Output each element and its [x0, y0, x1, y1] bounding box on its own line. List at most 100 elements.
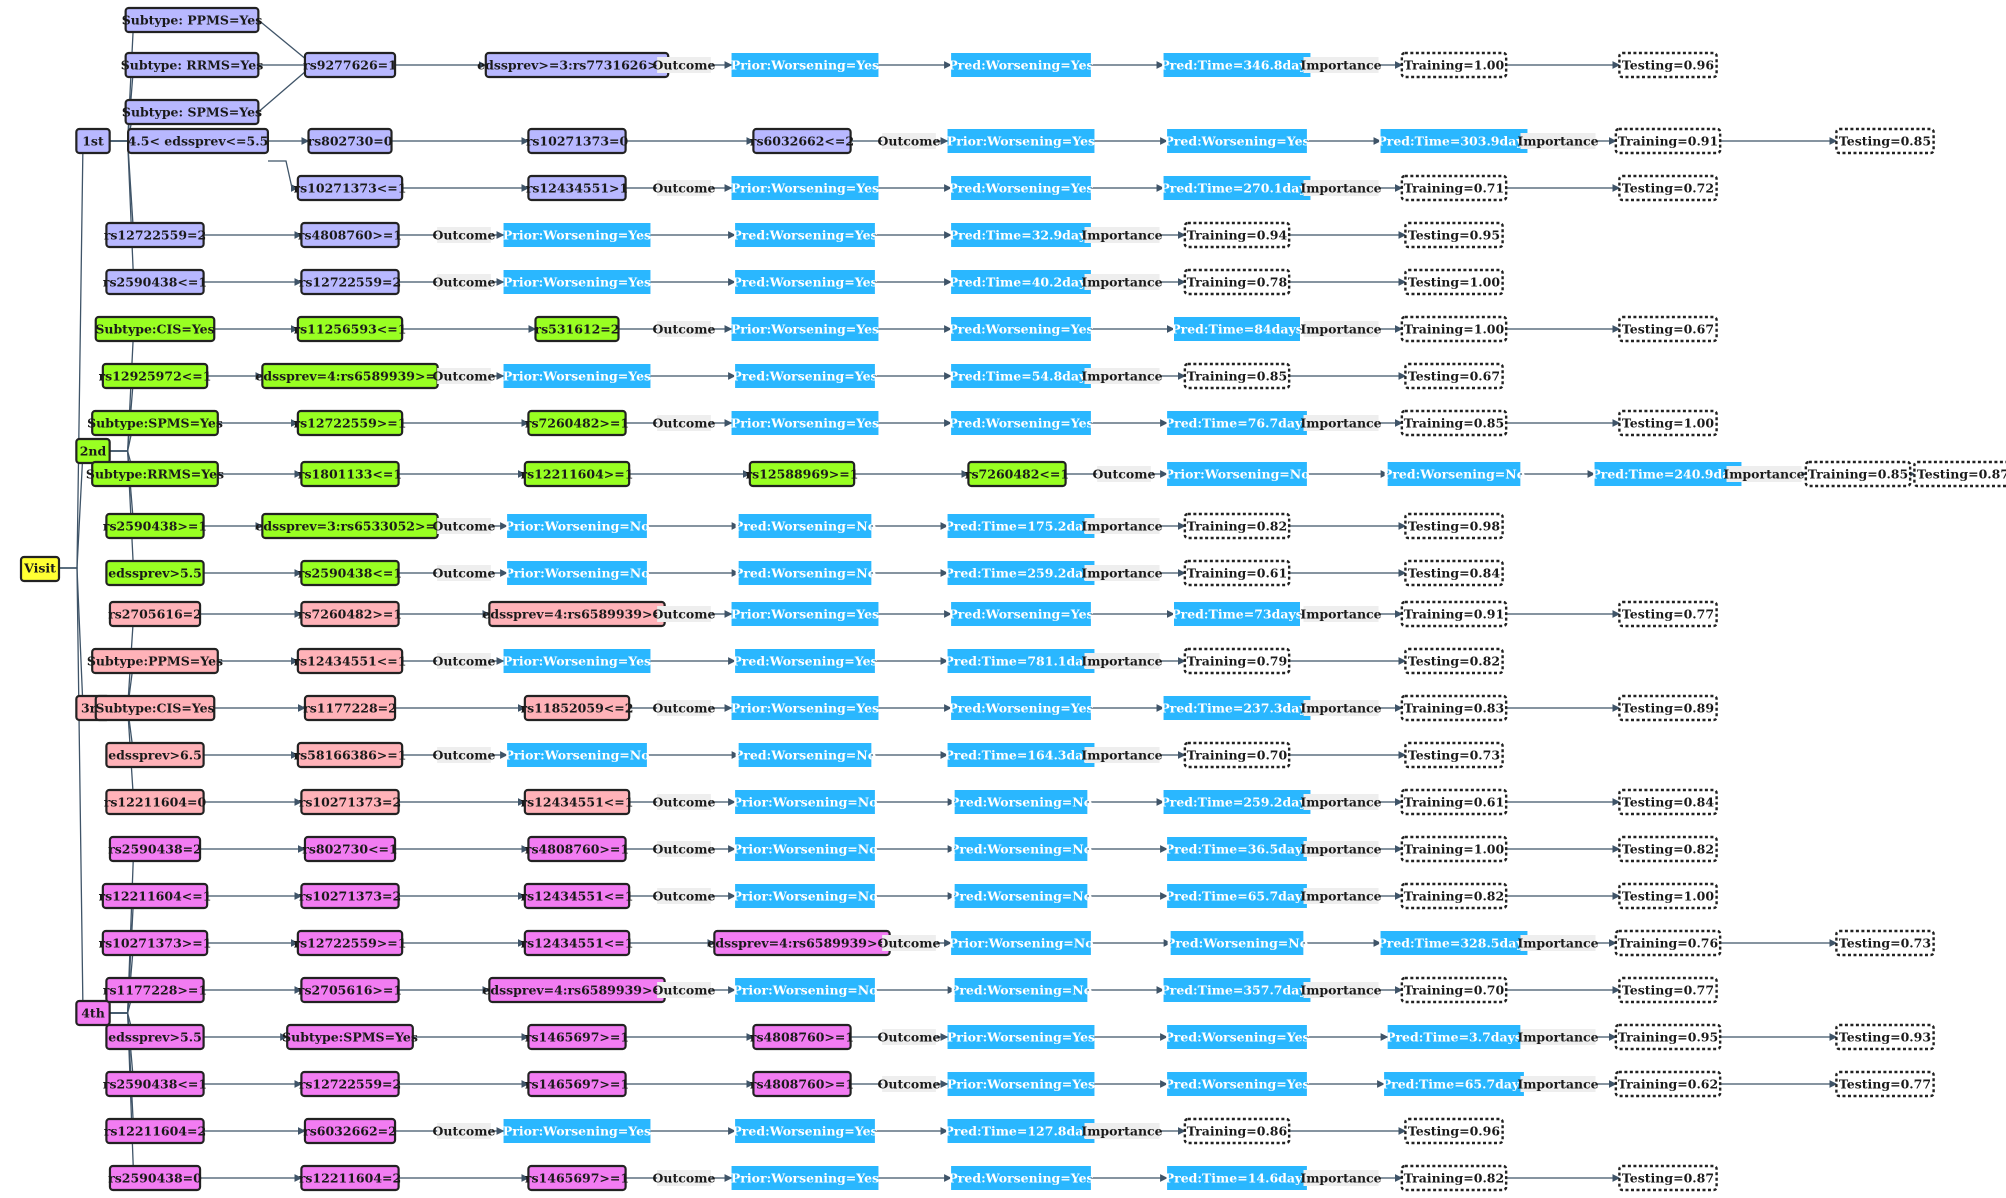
training-score-node-label: Training=0.61 — [1404, 795, 1504, 810]
testing-score-node: Testing=0.67 — [1618, 315, 1718, 343]
importance-label: Importance — [1300, 982, 1382, 998]
rule-node-label: rs531612=2 — [535, 322, 620, 337]
prior-worsening-node: Prior:Worsening=Yes — [731, 317, 879, 341]
importance-label: Importance — [1517, 1076, 1599, 1092]
rule-node: rs2705616>=1 — [298, 976, 402, 1004]
prior-worsening-node-label: Prior:Worsening=No — [732, 795, 877, 810]
rule-node: rs12211604>=1 — [521, 460, 633, 488]
outcome-label-label: Outcome — [433, 566, 496, 581]
pred-worsening-node-label: Pred:Worsening=Yes — [1164, 1030, 1309, 1045]
rule-node-label: rs10271373=0 — [526, 134, 629, 149]
rule-node-label: rs12588969>=1 — [746, 467, 859, 482]
training-score-node-label: Training=0.85 — [1404, 416, 1504, 431]
testing-score-node: Testing=1.00 — [1404, 268, 1504, 296]
training-score-node-label: Training=1.00 — [1404, 322, 1505, 337]
prior-worsening-node: Prior:Worsening=No — [732, 837, 878, 861]
rule-node-label: edssprev=3:rs6533052>=1 — [255, 519, 444, 534]
outcome-label-label: Outcome — [653, 607, 716, 622]
rule-node: rs12722559=2 — [104, 221, 206, 249]
outcome-label: Outcome — [878, 133, 940, 149]
testing-score-node: Testing=1.00 — [1618, 409, 1718, 437]
rule-node-label: rs10271373=2 — [299, 889, 401, 904]
testing-score-node-label: Testing=1.00 — [1622, 416, 1714, 431]
rule-node: rs12588969>=1 — [746, 460, 859, 488]
training-score-node-label: Training=0.82 — [1187, 519, 1287, 534]
pred-worsening-node: Pred:Worsening=Yes — [732, 649, 878, 673]
training-score-node-label: Training=0.70 — [1187, 748, 1288, 763]
rule-node: rs4808760>=1 — [525, 835, 629, 863]
testing-score-node-label: Testing=0.95 — [1408, 228, 1500, 243]
subtype-node-2-label: Subtype: SPMS=Yes — [122, 105, 262, 120]
rule-node: rs2590438=0 — [108, 1164, 202, 1192]
rule-node: rs10271373=2 — [299, 788, 401, 816]
testing-score-node-label: Testing=0.87 — [1917, 467, 2006, 482]
testing-score-node: Testing=0.72 — [1618, 174, 1718, 202]
outcome-label: Outcome — [653, 841, 715, 857]
rule-node: edssprev=4:rs6589939>=1 — [255, 362, 445, 390]
pred-time-node-label: Pred:Time=65.7days — [1165, 889, 1310, 904]
rule-node: rs12211604=2 — [299, 1164, 401, 1192]
rule-node: rs10271373=0 — [526, 127, 629, 155]
prior-worsening-node-label: Prior:Worsening=No — [504, 748, 649, 763]
subtype-node-1-label: Subtype: RRMS=Yes — [121, 58, 264, 73]
rule-node: rs2590438<=1 — [103, 1070, 207, 1098]
rule-node: rs12434551<=1 — [521, 788, 633, 816]
rule-node-label: Subtype:SPMS=Yes — [282, 1030, 418, 1045]
outcome-label: Outcome — [878, 1029, 940, 1045]
pred-time-node-label: Pred:Time=357.7days — [1160, 983, 1313, 998]
prior-worsening-node: Prior:Worsening=No — [948, 931, 1094, 955]
pred-worsening-node-label: Pred:Worsening=Yes — [948, 416, 1093, 431]
testing-score-node-label: Testing=0.72 — [1622, 181, 1714, 196]
prior-worsening-node: Prior:Worsening=Yes — [731, 696, 879, 720]
pred-time-node-label: Pred:Time=237.3days — [1160, 701, 1313, 716]
rule-node-label: edssprev>5.5 — [108, 1030, 202, 1045]
subtype-node-0: Subtype: PPMS=Yes — [122, 6, 262, 34]
rule-node-label: rs2590438<=1 — [298, 566, 402, 581]
rule-node: rs12211604=0 — [104, 788, 206, 816]
rule-node: edssprev=3:rs6533052>=1 — [255, 512, 445, 540]
outcome-label: Outcome — [653, 888, 715, 904]
prior-worsening-node: Prior:Worsening=No — [732, 790, 878, 814]
prior-worsening-node-label: Prior:Worsening=No — [504, 519, 649, 534]
testing-score-node: Testing=0.77 — [1618, 976, 1718, 1004]
training-score-node: Training=0.61 — [1183, 559, 1291, 587]
outcome-label-label: Outcome — [1093, 467, 1156, 482]
importance-label-label: Importance — [1517, 936, 1598, 951]
rule-node-label: rs10271373<=1 — [294, 181, 407, 196]
outcome-label: Outcome — [433, 227, 495, 243]
training-score-node-label: Training=0.79 — [1187, 654, 1287, 669]
outcome-label: Outcome — [878, 935, 940, 951]
rule-node-label: edssprev>=3:rs7731626>=1 — [477, 58, 677, 73]
rule-node-label: 4.5< edssprev<=5.5 — [128, 134, 269, 149]
rule-node-label: rs802730=0 — [308, 134, 393, 149]
testing-score-node-label: Testing=0.96 — [1408, 1124, 1500, 1139]
rule-node: rs6032662<=2 — [750, 127, 854, 155]
outcome-label: Outcome — [653, 57, 715, 73]
prior-worsening-node-label: Prior:Worsening=No — [732, 983, 877, 998]
pred-time-node: Pred:Time=54.8days — [949, 364, 1093, 388]
training-score-node: Training=0.94 — [1183, 221, 1291, 249]
training-score-node-label: Training=0.70 — [1404, 983, 1505, 998]
prior-worsening-node: Prior:Worsening=Yes — [503, 1119, 651, 1143]
rule-node-label: rs7260482>=1 — [298, 607, 402, 622]
prior-worsening-node: Prior:Worsening=Yes — [731, 176, 879, 200]
pred-worsening-node: Pred:Worsening=No — [950, 884, 1092, 908]
rule-node-label: rs4808760>=1 — [298, 228, 402, 243]
rule-node: rs2590438=2 — [108, 835, 202, 863]
rule-node-label: edssprev=4:rs6589939>=1 — [482, 607, 671, 622]
pred-time-node: Pred:Time=781.1days — [944, 649, 1098, 673]
importance-label: Importance — [1517, 935, 1599, 951]
pred-time-node: Pred:Time=357.7days — [1160, 978, 1314, 1002]
importance-label-label: Importance — [1081, 566, 1162, 581]
rule-node: rs2590438<=1 — [103, 268, 207, 296]
importance-label-label: Importance — [1300, 322, 1381, 337]
pred-time-node: Pred:Time=240.9days — [1591, 462, 1745, 486]
training-score-node-label: Training=0.82 — [1404, 1171, 1504, 1186]
pred-worsening-node: Pred:Worsening=Yes — [948, 317, 1094, 341]
rule-node-label: Subtype:SPMS=Yes — [87, 416, 223, 431]
training-score-node-label: Training=0.94 — [1187, 228, 1288, 243]
subtype-node-2: Subtype: SPMS=Yes — [122, 98, 262, 126]
edge — [59, 567, 84, 712]
importance-label-label: Importance — [1300, 983, 1381, 998]
testing-score-node: Testing=0.96 — [1404, 1117, 1504, 1145]
